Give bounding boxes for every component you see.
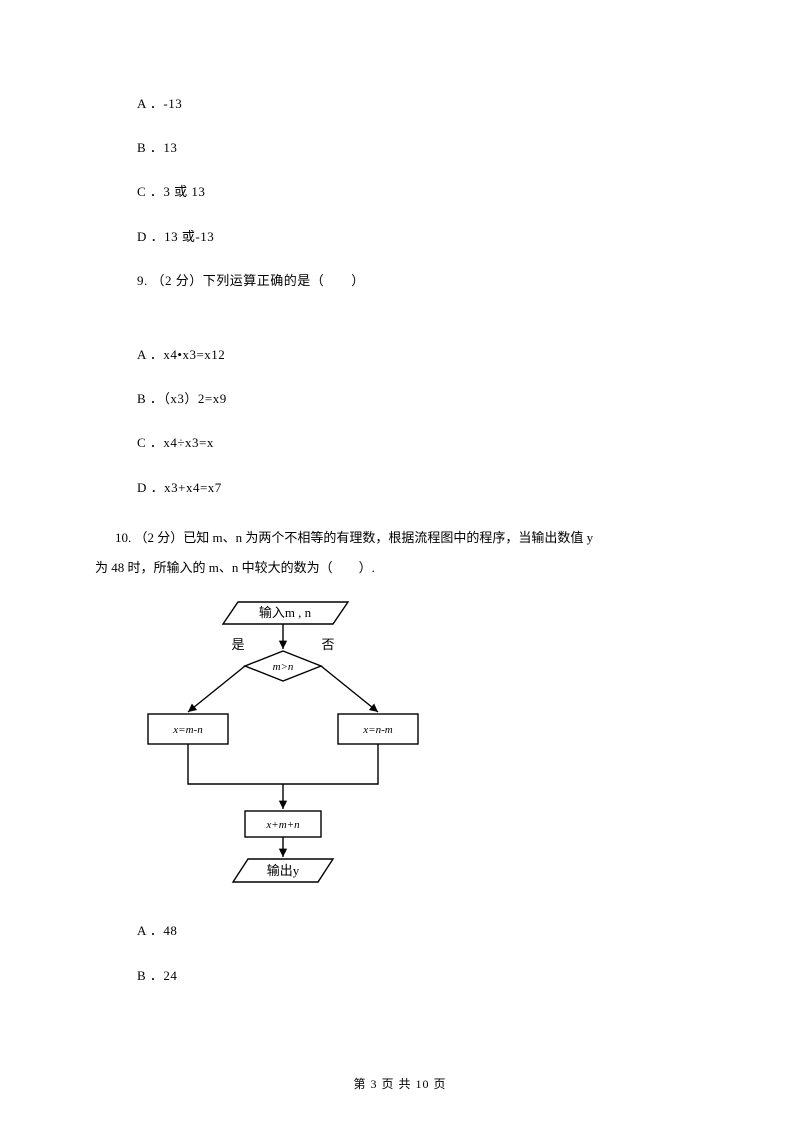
fc-left-box: x=m-n	[172, 724, 203, 736]
fc-no-label: 否	[321, 637, 334, 652]
q9-option-d: D ．x3+x4=x7	[95, 479, 705, 497]
fc-output-text: 输出y	[267, 863, 300, 878]
option-c-prev: C ．3 或 13	[95, 183, 705, 201]
fc-cond-text: m>n	[273, 661, 294, 673]
page-content: A ．-13 B ．13 C ．3 或 13 D ．13 或-13 9. （2 …	[0, 0, 800, 985]
q10-option-b: B ．24	[95, 967, 705, 985]
q10-stem: 10. （2 分）已知 m、n 为两个不相等的有理数，根据流程图中的程序，当输出…	[95, 523, 705, 583]
fc-input-text: 输入m , n	[259, 605, 312, 620]
q10-stem-line1: 10. （2 分）已知 m、n 为两个不相等的有理数，根据流程图中的程序，当输出…	[115, 530, 593, 545]
q10-option-a: A ．48	[95, 922, 705, 940]
fc-sum-box: x+m+n	[265, 819, 300, 831]
q10-stem-line2: 为 48 时，所输入的 m、n 中较大的数为（ ）.	[95, 560, 375, 575]
q9-option-a: A ．x4•x3=x12	[95, 346, 705, 364]
option-d-prev: D ．13 或-13	[95, 228, 705, 246]
q9-option-b: B ．（x3）2=x9	[95, 390, 705, 408]
option-b-prev: B ．13	[95, 139, 705, 157]
option-a-prev: A ．-13	[95, 95, 705, 113]
fc-yes-label: 是	[231, 637, 244, 652]
page-footer: 第 3 页 共 10 页	[0, 1075, 800, 1092]
flowchart: 输入m , n 是 否 m>n x=m-n x=n-m	[133, 594, 433, 894]
q9-option-c: C ．x4÷x3=x	[95, 434, 705, 452]
fc-right-box: x=n-m	[362, 724, 392, 736]
q9-stem: 9. （2 分）下列运算正确的是（ ）	[95, 272, 705, 290]
